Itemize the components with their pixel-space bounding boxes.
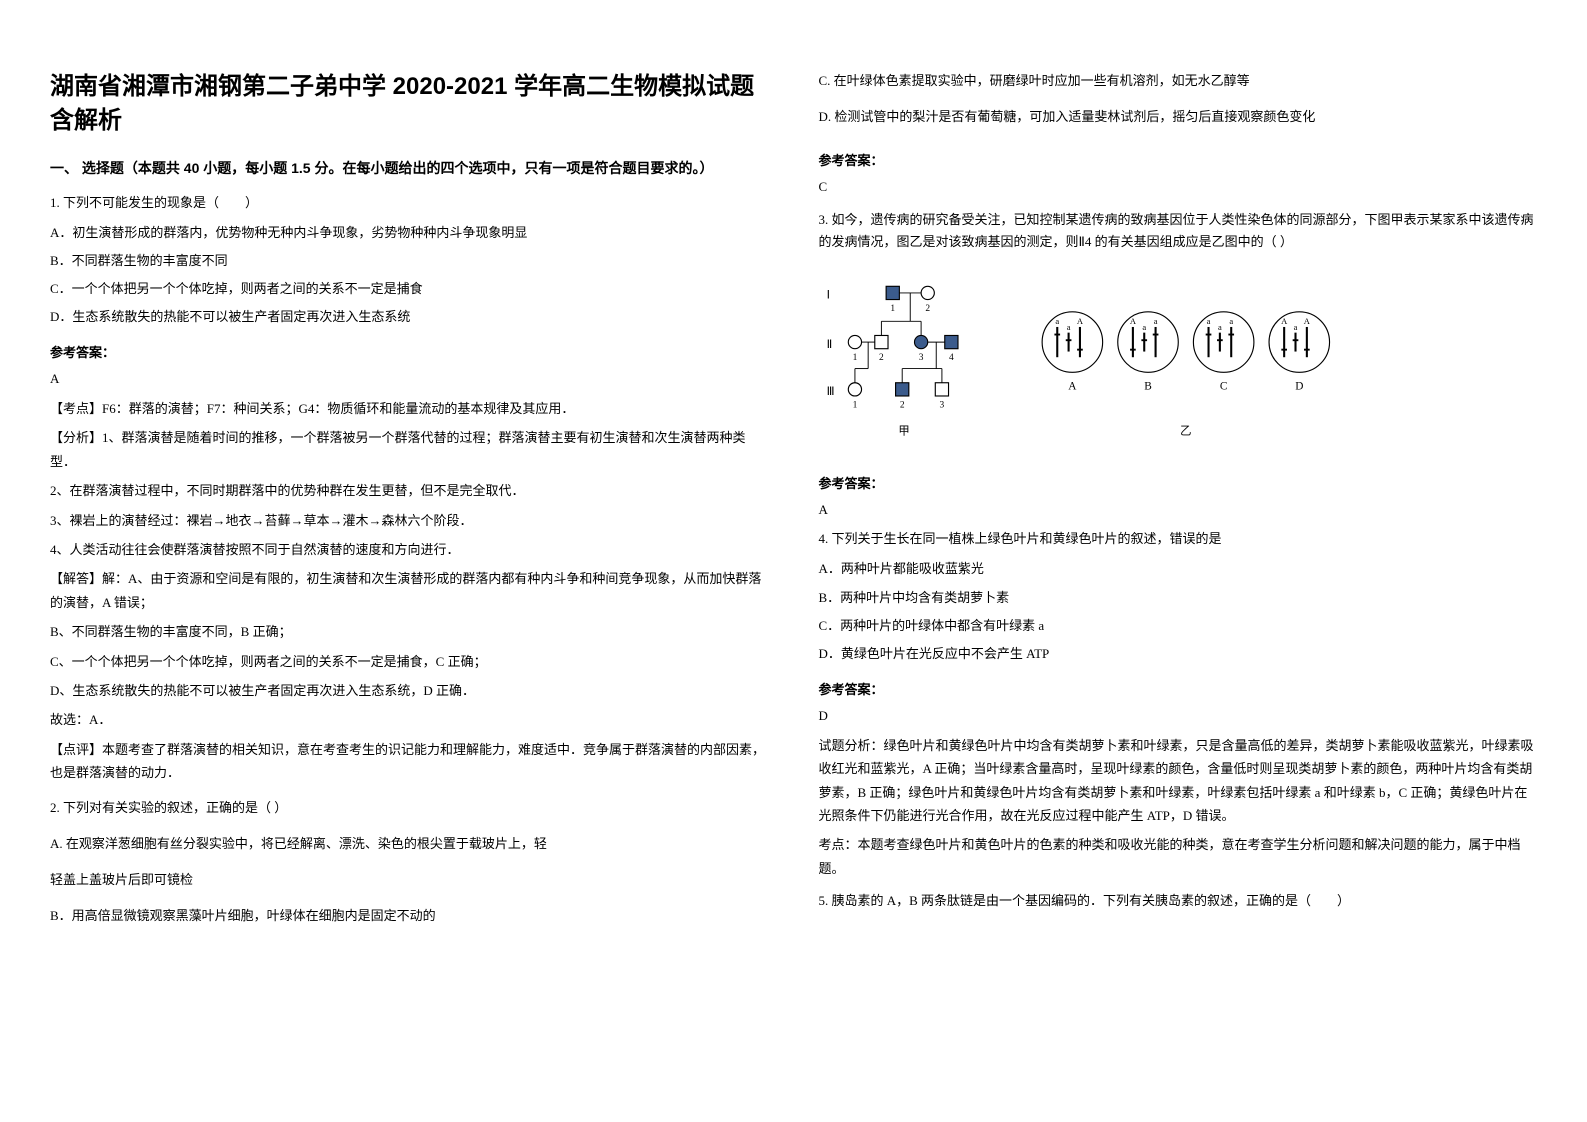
q1-exp4: 3、裸岩上的演替经过：裸岩→地衣→苔藓→草本→灌木→森林六个阶段． [50, 509, 769, 532]
q4-ref: 参考答案： [819, 679, 1538, 698]
q2-stem: 2. 下列对有关实验的叙述，正确的是（ ） [50, 797, 769, 819]
svg-text:C: C [1219, 381, 1227, 393]
svg-text:A: A [1129, 317, 1136, 327]
q1-opt-c: C．一个个体把另一个个体吃掉，则两者之间的关系不一定是捕食 [50, 278, 769, 300]
q5-stem: 5. 胰岛素的 A，B 两条肽链是由一个基因编码的．下列有关胰岛素的叙述，正确的… [819, 890, 1538, 912]
q3-stem: 3. 如今，遗传病的研究备受关注，已知控制某遗传病的致病基因位于人类性染色体的同… [819, 209, 1538, 253]
svg-text:a: a [1066, 322, 1070, 332]
q1-opt-a: A．初生演替形成的群落内，优势物种无种内斗争现象，劣势物种种内斗争现象明显 [50, 222, 769, 244]
svg-text:a: a [1153, 317, 1157, 327]
svg-text:1: 1 [852, 401, 857, 411]
q1-opt-d: D．生态系统散失的热能不可以被生产者固定再次进入生态系统 [50, 306, 769, 328]
q1-exp5: 4、人类活动往往会使群落演替按照不同于自然演替的速度和方向进行． [50, 538, 769, 561]
q1-exp6: 【解答】解：A、由于资源和空间是有限的，初生演替和次生演替形成的群落内都有种内斗… [50, 567, 769, 614]
svg-text:B: B [1144, 381, 1152, 393]
svg-text:2: 2 [879, 353, 884, 363]
q4-exp1: 试题分析：绿色叶片和黄绿色叶片中均含有类胡萝卜素和叶绿素，只是含量高低的差异，类… [819, 734, 1538, 828]
doc-title: 湖南省湘潭市湘钢第二子弟中学 2020-2021 学年高二生物模拟试题含解析 [50, 70, 769, 137]
q2-opt-c: C. 在叶绿体色素提取实验中，研磨绿叶时应加一些有机溶剂，如无水乙醇等 [819, 70, 1538, 92]
q4-stem: 4. 下列关于生长在同一植株上绿色叶片和黄绿色叶片的叙述，错误的是 [819, 528, 1538, 550]
svg-text:4: 4 [949, 353, 954, 363]
q1-exp9: D、生态系统散失的热能不可以被生产者固定再次进入生态系统，D 正确． [50, 679, 769, 702]
q1-exp2: 【分析】1、群落演替是随着时间的推移，一个群落被另一个群落代替的过程；群落演替主… [50, 426, 769, 473]
q1-opt-b: B．不同群落生物的丰富度不同 [50, 250, 769, 272]
q2-opt-d: D. 检测试管中的梨汁是否有葡萄糖，可加入适量斐林试剂后，摇匀后直接观察颜色变化 [819, 106, 1538, 128]
svg-text:1: 1 [852, 353, 857, 363]
right-column: C. 在叶绿体色素提取实验中，研磨绿叶时应加一些有机溶剂，如无水乙醇等 D. 检… [819, 70, 1538, 1082]
svg-text:甲: 甲 [898, 426, 909, 438]
svg-text:a: a [1206, 317, 1210, 327]
svg-text:a: a [1229, 317, 1233, 327]
q3-ref: 参考答案： [819, 473, 1538, 492]
q1-ans: A [50, 371, 769, 387]
svg-text:A: A [1076, 317, 1083, 327]
q1-stem: 1. 下列不可能发生的现象是（ ） [50, 192, 769, 214]
q2-opt-a2: 轻盖上盖玻片后即可镜检 [50, 869, 769, 891]
q1-ref: 参考答案： [50, 342, 769, 361]
q4-exp2: 考点：本题考查绿色叶片和黄色叶片的色素的种类和吸收光能的种类，意在考查学生分析问… [819, 833, 1538, 880]
q1-exp7: B、不同群落生物的丰富度不同，B 正确； [50, 620, 769, 643]
q1-exp11: 【点评】本题考查了群落演替的相关知识，意在考查考生的识记能力和理解能力，难度适中… [50, 738, 769, 785]
q1-exp1: 【考点】F6：群落的演替；F7：种间关系；G4：物质循环和能量流动的基本规律及其… [50, 397, 769, 420]
svg-text:a: a [1293, 322, 1297, 332]
q4-opt-c: C．两种叶片的叶绿体中都含有叶绿素 a [819, 615, 1538, 637]
q1-exp10: 故选：A． [50, 708, 769, 731]
q3-ans: A [819, 502, 1538, 518]
svg-text:2: 2 [899, 401, 904, 411]
svg-text:a: a [1055, 317, 1059, 327]
q1-exp8: C、一个个体把另一个个体吃掉，则两者之间的关系不一定是捕食，C 正确； [50, 650, 769, 673]
svg-text:3: 3 [918, 353, 923, 363]
q2-opt-b: B．用高倍显微镜观察黑藻叶片细胞，叶绿体在细胞内是固定不动的 [50, 905, 769, 927]
svg-text:D: D [1295, 381, 1303, 393]
q4-ans: D [819, 708, 1538, 724]
svg-text:Ⅲ: Ⅲ [826, 386, 834, 398]
q4-opt-d: D．黄绿色叶片在光反应中不会产生 ATP [819, 643, 1538, 665]
pedigree-diagram: ⅠⅡⅢ121234123甲aaAAAaaBaaaCAaAD乙 [819, 271, 1339, 451]
svg-text:a: a [1217, 322, 1221, 332]
q2-opt-a: A. 在观察洋葱细胞有丝分裂实验中，将已经解离、漂洗、染色的根尖置于载玻片上，轻 [50, 833, 769, 855]
section-head: 一、 选择题（本题共 40 小题，每小题 1.5 分。在每小题给出的四个选项中，… [50, 157, 769, 179]
q4-opt-a: A．两种叶片都能吸收蓝紫光 [819, 558, 1538, 580]
svg-text:Ⅱ: Ⅱ [826, 339, 832, 351]
svg-text:Ⅰ: Ⅰ [826, 290, 829, 302]
q3-figure: ⅠⅡⅢ121234123甲aaAAAaaBaaaCAaAD乙 [819, 271, 1538, 451]
svg-text:A: A [1281, 317, 1288, 327]
svg-text:2: 2 [925, 304, 930, 314]
q1-exp3: 2、在群落演替过程中，不同时期群落中的优势种群在发生更替，但不是完全取代． [50, 479, 769, 502]
q2-ref: 参考答案： [819, 150, 1538, 169]
q4-opt-b: B．两种叶片中均含有类胡萝卜素 [819, 587, 1538, 609]
left-column: 湖南省湘潭市湘钢第二子弟中学 2020-2021 学年高二生物模拟试题含解析 一… [50, 70, 769, 1082]
svg-text:3: 3 [939, 401, 944, 411]
svg-text:a: a [1142, 322, 1146, 332]
svg-text:乙: 乙 [1180, 425, 1191, 438]
svg-text:A: A [1303, 317, 1310, 327]
q2-ans: C [819, 179, 1538, 195]
svg-text:A: A [1068, 381, 1077, 393]
svg-text:1: 1 [890, 304, 895, 314]
